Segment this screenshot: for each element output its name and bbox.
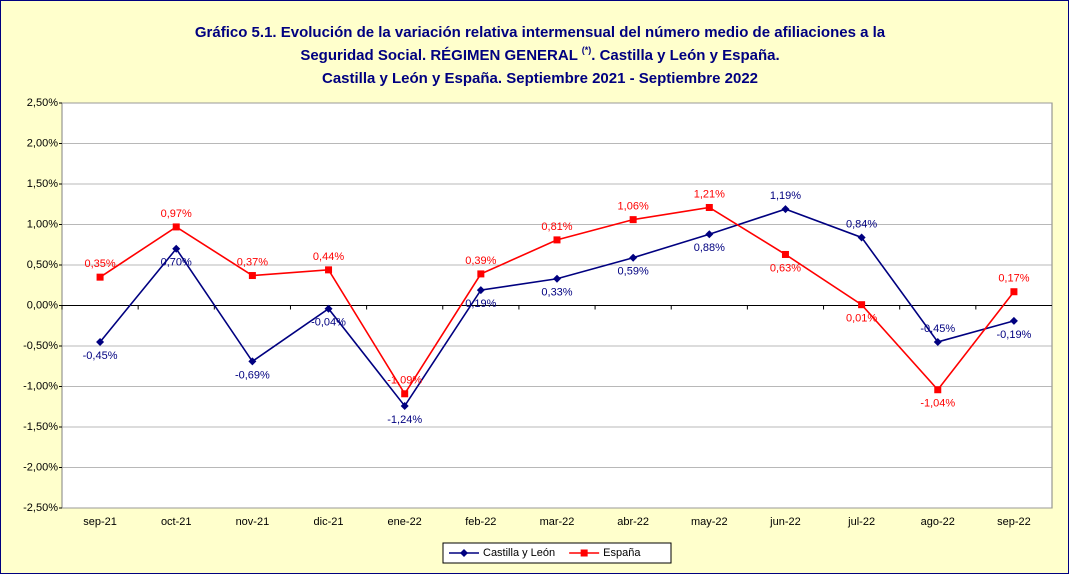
y-tick-label: -0,50% bbox=[23, 340, 58, 352]
legend-label: Castilla y León bbox=[483, 547, 555, 559]
marker bbox=[172, 223, 180, 231]
data-label: 0,84% bbox=[846, 218, 877, 230]
x-tick-label: abr-22 bbox=[617, 516, 649, 528]
data-label: 1,21% bbox=[694, 188, 725, 200]
marker bbox=[400, 401, 409, 410]
marker bbox=[553, 274, 561, 283]
data-label: 1,19% bbox=[770, 190, 801, 202]
x-tick-label: jun-22 bbox=[769, 516, 801, 528]
marker bbox=[705, 230, 714, 239]
data-label: -0,45% bbox=[83, 350, 118, 362]
chart-title-line: Seguridad Social. RÉGIMEN GENERAL (*). C… bbox=[300, 45, 779, 64]
data-label: 0,81% bbox=[541, 221, 572, 233]
marker bbox=[477, 270, 485, 278]
data-label: 0,88% bbox=[694, 242, 725, 254]
x-tick-label: feb-22 bbox=[465, 516, 496, 528]
y-tick-label: -2,00% bbox=[23, 461, 58, 473]
y-tick-label: -1,50% bbox=[23, 421, 58, 433]
marker bbox=[96, 337, 105, 346]
x-tick-label: mar-22 bbox=[540, 516, 575, 528]
data-label: -1,09% bbox=[387, 375, 422, 387]
y-tick-label: -2,50% bbox=[23, 502, 58, 514]
marker bbox=[1009, 316, 1018, 325]
marker bbox=[553, 236, 561, 244]
x-tick-label: ene-22 bbox=[388, 516, 422, 528]
marker bbox=[401, 390, 409, 398]
marker bbox=[934, 386, 942, 394]
data-label: 0,70% bbox=[161, 257, 192, 269]
chart-title-line: Gráfico 5.1. Evolución de la variación r… bbox=[195, 24, 886, 41]
x-tick-label: oct-21 bbox=[161, 516, 192, 528]
title-sup: (*) bbox=[582, 45, 592, 55]
x-tick-label: sep-21 bbox=[83, 516, 117, 528]
data-label: -0,19% bbox=[996, 329, 1031, 341]
marker bbox=[1010, 288, 1018, 296]
x-tick-label: may-22 bbox=[691, 516, 728, 528]
marker bbox=[781, 250, 789, 258]
marker bbox=[629, 253, 638, 262]
marker bbox=[248, 272, 256, 280]
data-label: -1,24% bbox=[387, 414, 422, 426]
x-tick-label: nov-21 bbox=[236, 516, 270, 528]
data-label: 0,39% bbox=[465, 255, 496, 267]
data-label: -1,04% bbox=[920, 398, 955, 410]
data-label: -0,45% bbox=[920, 323, 955, 335]
marker bbox=[248, 357, 257, 366]
data-label: 0,33% bbox=[541, 287, 572, 299]
data-label: -0,69% bbox=[235, 369, 270, 381]
marker bbox=[325, 266, 333, 274]
y-tick-label: 0,50% bbox=[27, 259, 58, 271]
marker bbox=[460, 549, 468, 557]
marker bbox=[629, 216, 637, 224]
x-tick-label: jul-22 bbox=[847, 516, 875, 528]
marker bbox=[857, 233, 866, 242]
y-tick-label: -1,00% bbox=[23, 380, 58, 392]
marker bbox=[476, 286, 485, 295]
y-tick-label: 2,50% bbox=[27, 97, 58, 109]
data-label: 1,06% bbox=[618, 201, 649, 213]
marker bbox=[96, 273, 104, 281]
data-label: 0,44% bbox=[313, 251, 344, 263]
marker bbox=[933, 337, 942, 346]
y-tick-label: 1,50% bbox=[27, 178, 58, 190]
data-label: 0,19% bbox=[465, 298, 496, 310]
x-tick-label: sep-22 bbox=[997, 516, 1031, 528]
data-label: 0,35% bbox=[84, 258, 115, 270]
marker bbox=[172, 244, 181, 253]
x-tick-label: ago-22 bbox=[921, 516, 955, 528]
marker bbox=[580, 549, 588, 557]
data-label: 0,37% bbox=[237, 256, 268, 268]
y-tick-label: 0,00% bbox=[27, 299, 58, 311]
x-tick-label: dic-21 bbox=[314, 516, 344, 528]
chart-title-line: Castilla y León y España. Septiembre 202… bbox=[322, 70, 758, 87]
data-label: 0,97% bbox=[161, 208, 192, 220]
marker bbox=[324, 304, 333, 313]
legend-box bbox=[442, 542, 672, 564]
marker bbox=[858, 301, 866, 309]
data-label: 0,63% bbox=[770, 262, 801, 274]
legend-label: España bbox=[603, 547, 641, 559]
y-tick-label: 1,00% bbox=[27, 218, 58, 230]
marker bbox=[705, 203, 713, 211]
y-tick-label: 2,00% bbox=[27, 137, 58, 149]
data-label: 0,17% bbox=[998, 273, 1029, 285]
title-part: . Castilla y León y España. bbox=[591, 47, 779, 64]
marker bbox=[781, 205, 790, 214]
data-label: 0,59% bbox=[618, 266, 649, 278]
title-part: Seguridad Social. RÉGIMEN GENERAL bbox=[300, 47, 581, 64]
data-label: 0,01% bbox=[846, 313, 877, 325]
data-label: -0,04% bbox=[311, 317, 346, 329]
